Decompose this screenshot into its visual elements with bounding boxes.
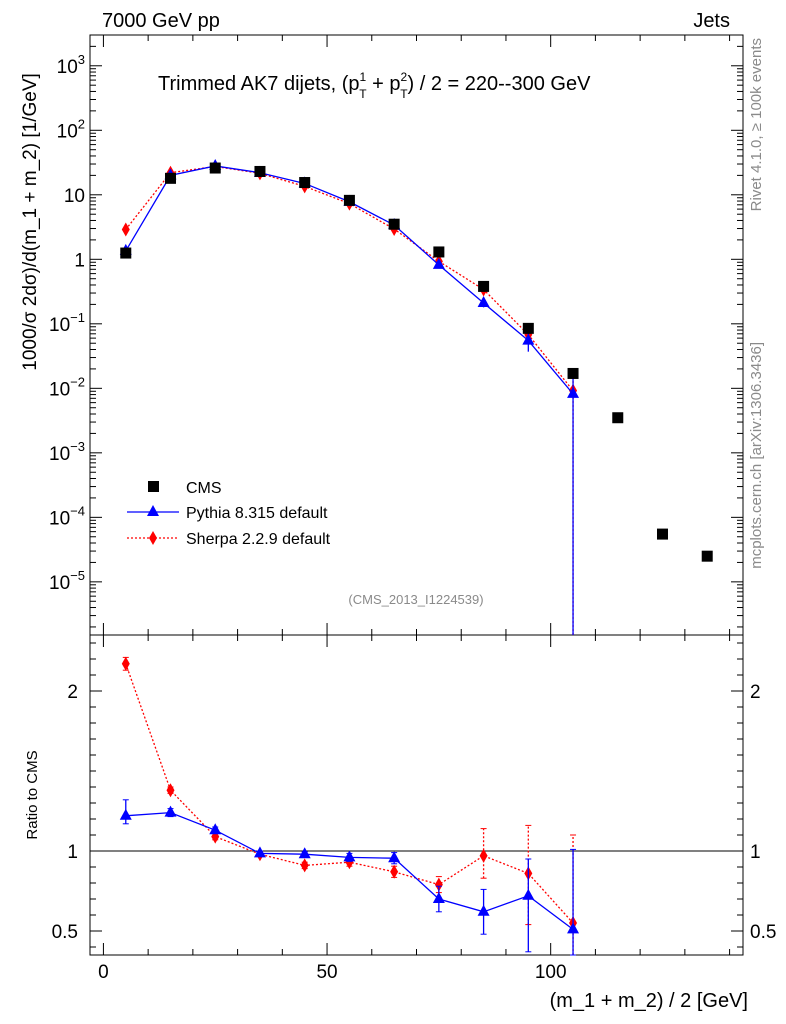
legend-cms-label: CMS: [186, 480, 222, 497]
title-sup2: 2: [401, 70, 408, 84]
main-title: Trimmed AK7 dijets, (p1 T + p2 T) / 2 = 22…: [158, 70, 591, 101]
title-prefix: Trimmed AK7 dijets, (p: [158, 73, 360, 95]
ratio-sherpa-point: [479, 848, 488, 863]
ratio-pythia-point: [567, 922, 580, 934]
ratio-sherpa-point: [166, 783, 175, 798]
main-cms-point: [433, 246, 445, 258]
main-y-tick-label: 10−2: [49, 374, 85, 400]
main-cms-point: [120, 247, 132, 259]
data-layer: [119, 158, 713, 956]
main-cms-point: [165, 172, 177, 184]
mcplots-label: mcplots.cern.ch [arXiv:1306.3436]: [748, 342, 765, 569]
x-tick-label: 50: [316, 962, 337, 983]
legend-cms-marker: [148, 481, 159, 492]
main-y-tick-label: 10: [64, 186, 85, 207]
ratio-sherpa-point: [300, 858, 309, 873]
legend: CMS Pythia 8.315 default Sherpa 2.2.9 de…: [127, 480, 331, 548]
title-sub2: T: [400, 87, 408, 101]
main-pythia-point: [477, 296, 490, 308]
main-cms-point: [209, 162, 221, 174]
ratio-pythia-line: [125, 811, 574, 930]
main-y-tick-label: 102: [57, 116, 85, 142]
ratio-y-tick-label: 2: [67, 682, 78, 703]
main-cms-point: [343, 194, 355, 206]
ratio-pythia-point: [477, 904, 490, 916]
main-cms-point: [254, 165, 266, 177]
main-cms-point: [388, 218, 400, 230]
ratio-pythia-point: [388, 851, 401, 863]
ratio-pythia-point: [343, 850, 356, 862]
main-cms-point: [701, 550, 713, 562]
main-y-tick-label: 10−1: [49, 310, 85, 336]
analysis-watermark: (CMS_2013_I1224539): [348, 592, 483, 607]
ratio-pythia-point: [298, 847, 311, 859]
main-y-tick-label: 10−5: [49, 568, 85, 594]
x-tick-label: 100: [535, 962, 567, 983]
main-cms-point: [522, 322, 534, 334]
ratio-pythia-point: [164, 805, 177, 817]
ratio-y-label: Ratio to CMS: [24, 750, 41, 839]
ratio-y-tick-label-right: 2: [750, 682, 761, 703]
rivet-label: Rivet 4.1.0, ≥ 100k events: [748, 38, 765, 211]
header-right: Jets: [693, 10, 730, 32]
ratio-pythia-point: [522, 888, 535, 900]
x-axis-label: (m_1 + m_2) / 2 [GeV]: [550, 990, 748, 1012]
ratio-pythia-point: [253, 846, 266, 858]
ratio-y-tick-label: 1: [67, 842, 78, 863]
ratio-pythia-point: [432, 892, 445, 903]
title-suffix: ) / 2 = 220--300 GeV: [408, 73, 592, 95]
main-pythia-point: [432, 257, 445, 269]
main-pythia-point: [567, 386, 580, 398]
x-tick-label: 0: [98, 962, 109, 983]
legend-sherpa-label: Sherpa 2.2.9 default: [186, 531, 331, 548]
ratio-y-tick-label-right: 1: [750, 842, 761, 863]
main-pythia-point: [522, 333, 535, 345]
main-y-tick-label: 10−4: [49, 503, 85, 529]
main-cms-point: [656, 528, 668, 540]
main-sherpa-point: [121, 222, 130, 237]
legend-sherpa-marker: [149, 531, 157, 545]
ratio-y-tick-label: 0.5: [52, 922, 78, 943]
ratio-sherpa-line: [125, 663, 574, 924]
ratio-sherpa-point: [434, 877, 443, 892]
title-mid1: + p: [367, 73, 401, 95]
main-y-label: 1000/σ 2dσ)/d(m_1 + m_2) [1/GeV]: [20, 73, 41, 371]
main-y-tick-label: 10−3: [49, 439, 85, 465]
ratio-plot-frame: [89, 634, 744, 956]
ratio-sherpa-point: [121, 656, 130, 671]
main-y-tick-label: 103: [57, 52, 85, 78]
title-sub1: T: [359, 87, 367, 101]
ratio-y-tick-label-right: 0.5: [750, 922, 776, 943]
legend-pythia-label: Pythia 8.315 default: [186, 505, 328, 522]
main-y-tick-label: 1: [74, 250, 85, 271]
main-cms-point: [567, 367, 579, 379]
header-left: 7000 GeV pp: [102, 10, 220, 32]
main-cms-point: [612, 412, 624, 424]
main-cms-point: [299, 177, 311, 189]
ratio-pythia-point: [209, 823, 222, 835]
title-sup1: 1: [360, 70, 367, 84]
legend-pythia-marker: [147, 505, 159, 516]
main-cms-point: [478, 280, 490, 292]
ratio-sherpa-point: [390, 864, 399, 879]
ratio-pythia-point: [119, 808, 132, 820]
